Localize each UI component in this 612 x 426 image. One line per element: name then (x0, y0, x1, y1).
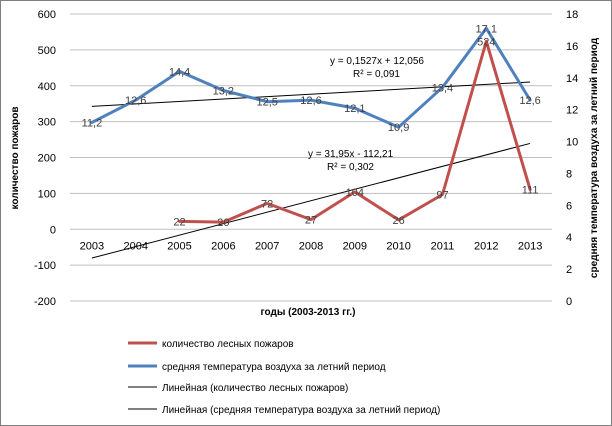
trendlines (91, 81, 531, 259)
data-label-fires: 72 (261, 198, 273, 210)
x-tick-label: 2013 (518, 240, 542, 252)
data-label-fires: 524 (477, 36, 495, 48)
trend-equation-fires: y = 31,95x - 112,21 (308, 149, 394, 160)
y2-tick-label: 8 (566, 168, 572, 180)
trend-equation-temperature: y = 0,1527x + 12,056 (330, 56, 424, 67)
data-label-temperature: 11,2 (82, 117, 103, 129)
y2-tick-label: 16 (566, 41, 578, 53)
trend-r2-fires: R² = 0,302 (327, 162, 374, 173)
y-tick-label: 0 (50, 224, 56, 236)
trendline-fires (91, 142, 531, 259)
data-label-temperature: 13,4 (432, 82, 453, 94)
data-label-temperature: 12,1 (344, 103, 365, 115)
x-tick-label: 2003 (80, 240, 104, 252)
data-label-temperature: 17,1 (476, 23, 497, 35)
data-label-fires: 26 (393, 215, 405, 227)
data-label-temperature: 14,4 (169, 66, 190, 78)
y-tick-label: 600 (38, 9, 56, 21)
legend-label-temperature: средняя температура воздуха за летний пе… (162, 362, 386, 373)
y2-tick-label: 4 (566, 232, 572, 244)
data-label-fires: 111 (522, 184, 539, 196)
data-label-temperature: 12,6 (300, 95, 321, 107)
data-label-temperature: 12,5 (256, 97, 277, 109)
y-tick-label: 200 (38, 153, 56, 165)
x-tick-label: 2007 (255, 240, 279, 252)
x-tick-label: 2011 (431, 240, 455, 252)
y-tick-label: -200 (34, 296, 56, 308)
series-lines (90, 26, 532, 224)
y-axis-ticks: -200 -100 0 100 200 300 400 500 600 (34, 9, 56, 308)
legend: количество лесных пожаров средняя темпер… (128, 339, 440, 416)
y2-tick-label: 18 (566, 9, 578, 21)
y2-tick-label: 12 (566, 105, 578, 117)
y-tick-label: 500 (38, 45, 56, 57)
data-label-temperature: 10,9 (388, 122, 409, 134)
data-label-temperature: 13,2 (213, 86, 234, 98)
x-tick-label: 2006 (211, 240, 235, 252)
x-axis-ticks: 2003200420052006200720082009201020112012… (80, 240, 543, 252)
trendline-temperature (91, 81, 531, 107)
y2-tick-label: 0 (566, 296, 572, 308)
data-label-temperature: 12,6 (519, 95, 540, 107)
y2-axis-title: средняя температура воздуха за летний пе… (589, 37, 600, 278)
data-label-fires: 104 (346, 187, 364, 199)
x-tick-label: 2005 (167, 240, 191, 252)
y-tick-label: -100 (34, 260, 56, 272)
x-tick-label: 2009 (343, 240, 367, 252)
y2-tick-label: 6 (566, 200, 572, 212)
x-tick-label: 2008 (299, 240, 323, 252)
data-label-fires: 22 (173, 216, 185, 228)
y2-tick-label: 10 (566, 137, 578, 149)
x-axis-title: годы (2003-2013 гг.) (260, 307, 355, 318)
y2-tick-label: 14 (566, 73, 578, 85)
legend-label-trend-fires: Линейная (количество лесных пожаров) (162, 383, 348, 394)
data-labels: 22 20 72 27 104 26 97 524 111 11,2 12,6 14,4 13,2 12,… (82, 23, 541, 229)
y-axis-title: количество пожаров (10, 107, 21, 210)
y2-tick-label: 2 (566, 264, 572, 276)
x-tick-label: 2010 (386, 240, 410, 252)
trend-r2-temperature: R² = 0,091 (353, 69, 400, 80)
legend-label-fires: количество лесных пожаров (162, 339, 294, 350)
data-label-fires: 20 (217, 217, 229, 229)
gridlines (70, 13, 552, 302)
data-label-fires: 97 (436, 189, 448, 201)
data-label-temperature: 12,6 (125, 95, 146, 107)
x-tick-label: 2012 (474, 240, 498, 252)
y2-axis-ticks: 0 2 4 6 8 10 12 14 16 18 (566, 9, 578, 308)
series-line-temperature (90, 26, 532, 129)
data-label-fires: 27 (305, 215, 317, 227)
y-tick-label: 100 (38, 188, 56, 200)
y-tick-label: 300 (38, 117, 56, 129)
series-line-fires (178, 39, 532, 224)
legend-label-trend-temperature: Линейная (средняя температура воздуха за… (162, 405, 440, 416)
y-tick-label: 400 (38, 81, 56, 93)
